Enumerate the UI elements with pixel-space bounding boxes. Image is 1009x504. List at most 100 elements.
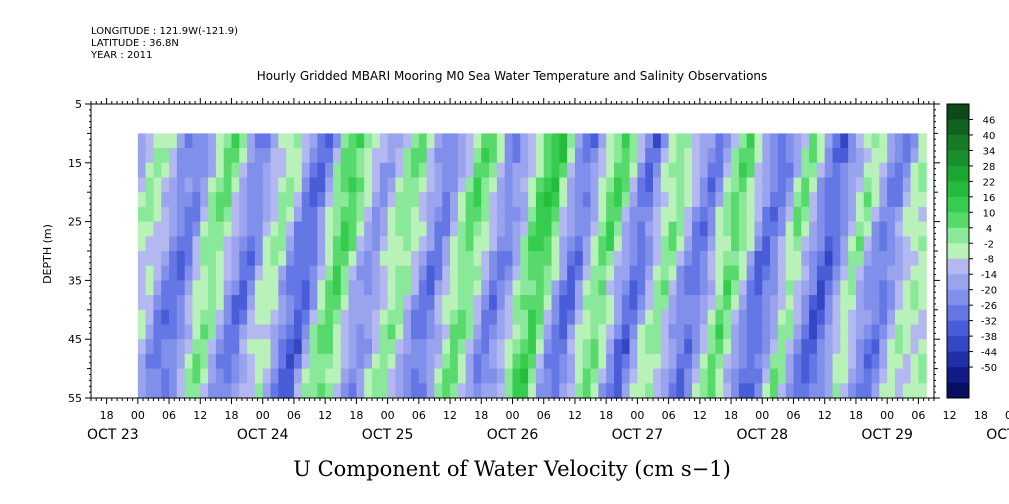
heatmap-cell <box>176 162 186 179</box>
heatmap-cell <box>169 177 178 193</box>
heatmap-cell <box>582 192 592 208</box>
heatmap-cell <box>801 251 810 267</box>
heatmap-cell <box>770 192 779 208</box>
heatmap-cell <box>590 324 599 340</box>
heatmap-cell <box>692 177 701 193</box>
heatmap-cell <box>754 368 763 384</box>
heatmap-cell <box>528 192 537 208</box>
heatmap-cell <box>239 280 248 296</box>
y-tick-label: 55 <box>68 392 82 405</box>
heatmap-cell <box>434 251 443 267</box>
heatmap-cell <box>894 295 904 311</box>
heatmap-cell <box>262 192 272 208</box>
heatmap-cell <box>372 324 381 340</box>
heatmap-cell <box>137 295 147 311</box>
heatmap-cell <box>457 177 467 193</box>
heatmap-cell <box>372 236 381 252</box>
heatmap-cell <box>621 339 631 355</box>
heatmap-cell <box>278 265 287 281</box>
heatmap-cell <box>223 353 233 370</box>
heatmap-cell <box>598 192 607 208</box>
heatmap-cell <box>247 295 256 311</box>
heatmap-cell <box>301 353 311 370</box>
heatmap-cell <box>715 265 724 281</box>
heatmap-cell <box>223 383 233 399</box>
heatmap-cell <box>801 221 810 237</box>
colorbar-swatch <box>947 181 969 198</box>
heatmap-cell <box>528 295 537 311</box>
heatmap-cell <box>606 236 615 252</box>
heatmap-cell <box>317 133 326 149</box>
heatmap-cell <box>684 353 693 370</box>
heatmap-cell <box>192 148 201 164</box>
heatmap-cell <box>848 280 857 296</box>
heatmap-cell <box>871 368 880 384</box>
heatmap-cell <box>613 368 623 384</box>
heatmap-cell <box>621 133 631 149</box>
heatmap-cell <box>254 192 264 208</box>
heatmap-cell <box>278 339 287 355</box>
heatmap-cell <box>738 309 748 326</box>
heatmap-cell <box>551 192 560 208</box>
heatmap-cell <box>777 353 787 370</box>
heatmap-cell <box>145 368 155 384</box>
heatmap-cell <box>770 368 779 384</box>
heatmap-cell <box>247 353 256 370</box>
heatmap-cell <box>824 295 834 311</box>
heatmap-cell <box>543 251 553 267</box>
heatmap-cell <box>325 251 334 267</box>
heatmap-cell <box>746 265 756 281</box>
heatmap-cell <box>223 324 233 340</box>
heatmap-cell <box>809 192 818 208</box>
heatmap-cell <box>606 265 615 281</box>
heatmap-cell <box>356 192 365 208</box>
heatmap-cell <box>809 251 818 267</box>
heatmap-cell <box>699 324 709 340</box>
heatmap-cell <box>902 339 912 355</box>
heatmap-cell <box>551 221 560 237</box>
heatmap-cell <box>239 162 248 179</box>
x-hour-label: 00 <box>131 409 145 422</box>
heatmap-cell <box>863 280 873 296</box>
heatmap-cell <box>418 192 428 208</box>
heatmap-cell <box>902 324 912 340</box>
heatmap-cell <box>379 309 389 326</box>
x-date-label: OCT 23 <box>87 427 139 443</box>
heatmap-cell <box>426 265 436 281</box>
heatmap-cell <box>247 133 256 149</box>
heatmap-cell <box>660 206 670 223</box>
heatmap-cell <box>832 309 841 326</box>
heatmap-cell <box>254 177 264 193</box>
heatmap-cell <box>387 339 397 355</box>
heatmap-cell <box>894 280 904 296</box>
heatmap-cell <box>512 383 521 399</box>
heatmap-cell <box>855 236 865 252</box>
heatmap-cell <box>692 265 701 281</box>
heatmap-cell <box>512 192 521 208</box>
heatmap-cell <box>598 280 607 296</box>
x-hour-label: 00 <box>506 409 520 422</box>
heatmap-cell <box>496 221 506 237</box>
heatmap-cell <box>457 280 467 296</box>
heatmap-cell <box>606 324 615 340</box>
heatmap-cell <box>832 133 841 149</box>
heatmap-cell <box>762 368 771 384</box>
heatmap-cell <box>832 251 841 267</box>
heatmap-cell <box>457 251 467 267</box>
heatmap-cell <box>746 324 756 340</box>
heatmap-cell <box>372 280 381 296</box>
heatmap-cell <box>754 162 763 179</box>
heatmap-cell <box>809 309 818 326</box>
heatmap-cell <box>356 383 365 399</box>
heatmap-cell <box>559 324 568 340</box>
heatmap-cell <box>387 236 397 252</box>
heatmap-cell <box>801 177 810 193</box>
heatmap-cell <box>411 295 420 311</box>
heatmap-cell <box>668 295 678 311</box>
heatmap-cell <box>660 265 670 281</box>
heatmap-cell <box>332 368 342 384</box>
heatmap-cell <box>442 177 451 193</box>
heatmap-cell <box>879 295 888 311</box>
heatmap-cell <box>215 324 225 340</box>
